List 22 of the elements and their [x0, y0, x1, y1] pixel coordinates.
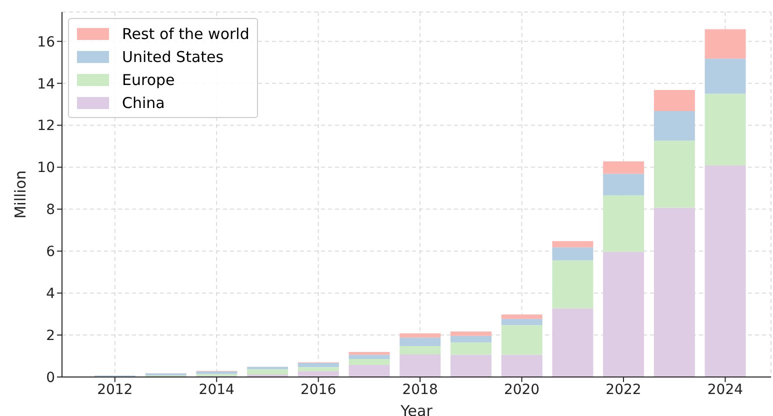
x-tick-label: 2022 [606, 382, 642, 398]
y-tick-label: 16 [37, 34, 56, 50]
y-tick-label: 4 [46, 286, 56, 302]
x-tick-label: 2020 [504, 382, 540, 398]
y-tick-label: 14 [37, 76, 56, 92]
legend-label: Rest of the world [122, 24, 250, 42]
legend-label: Europe [122, 70, 175, 88]
y-tick-label: 12 [37, 118, 55, 134]
x-tick-label: 2018 [402, 382, 438, 398]
y-tick-label: 8 [46, 202, 55, 218]
y-tick-label: 10 [37, 160, 55, 176]
y-tick-label: 2 [46, 328, 55, 344]
x-tick-label: 2012 [97, 382, 133, 398]
x-tick-label: 2024 [707, 382, 744, 398]
x-tick-label: 2014 [198, 382, 235, 398]
y-tick-label: 6 [46, 244, 56, 260]
x-tick-label: 2016 [300, 382, 336, 398]
y-tick-label: 0 [46, 370, 55, 386]
y-axis-title: Million [11, 170, 30, 219]
legend-label: United States [122, 48, 224, 66]
legend-label: China [122, 94, 165, 112]
x-axis-title: Year [400, 402, 434, 416]
